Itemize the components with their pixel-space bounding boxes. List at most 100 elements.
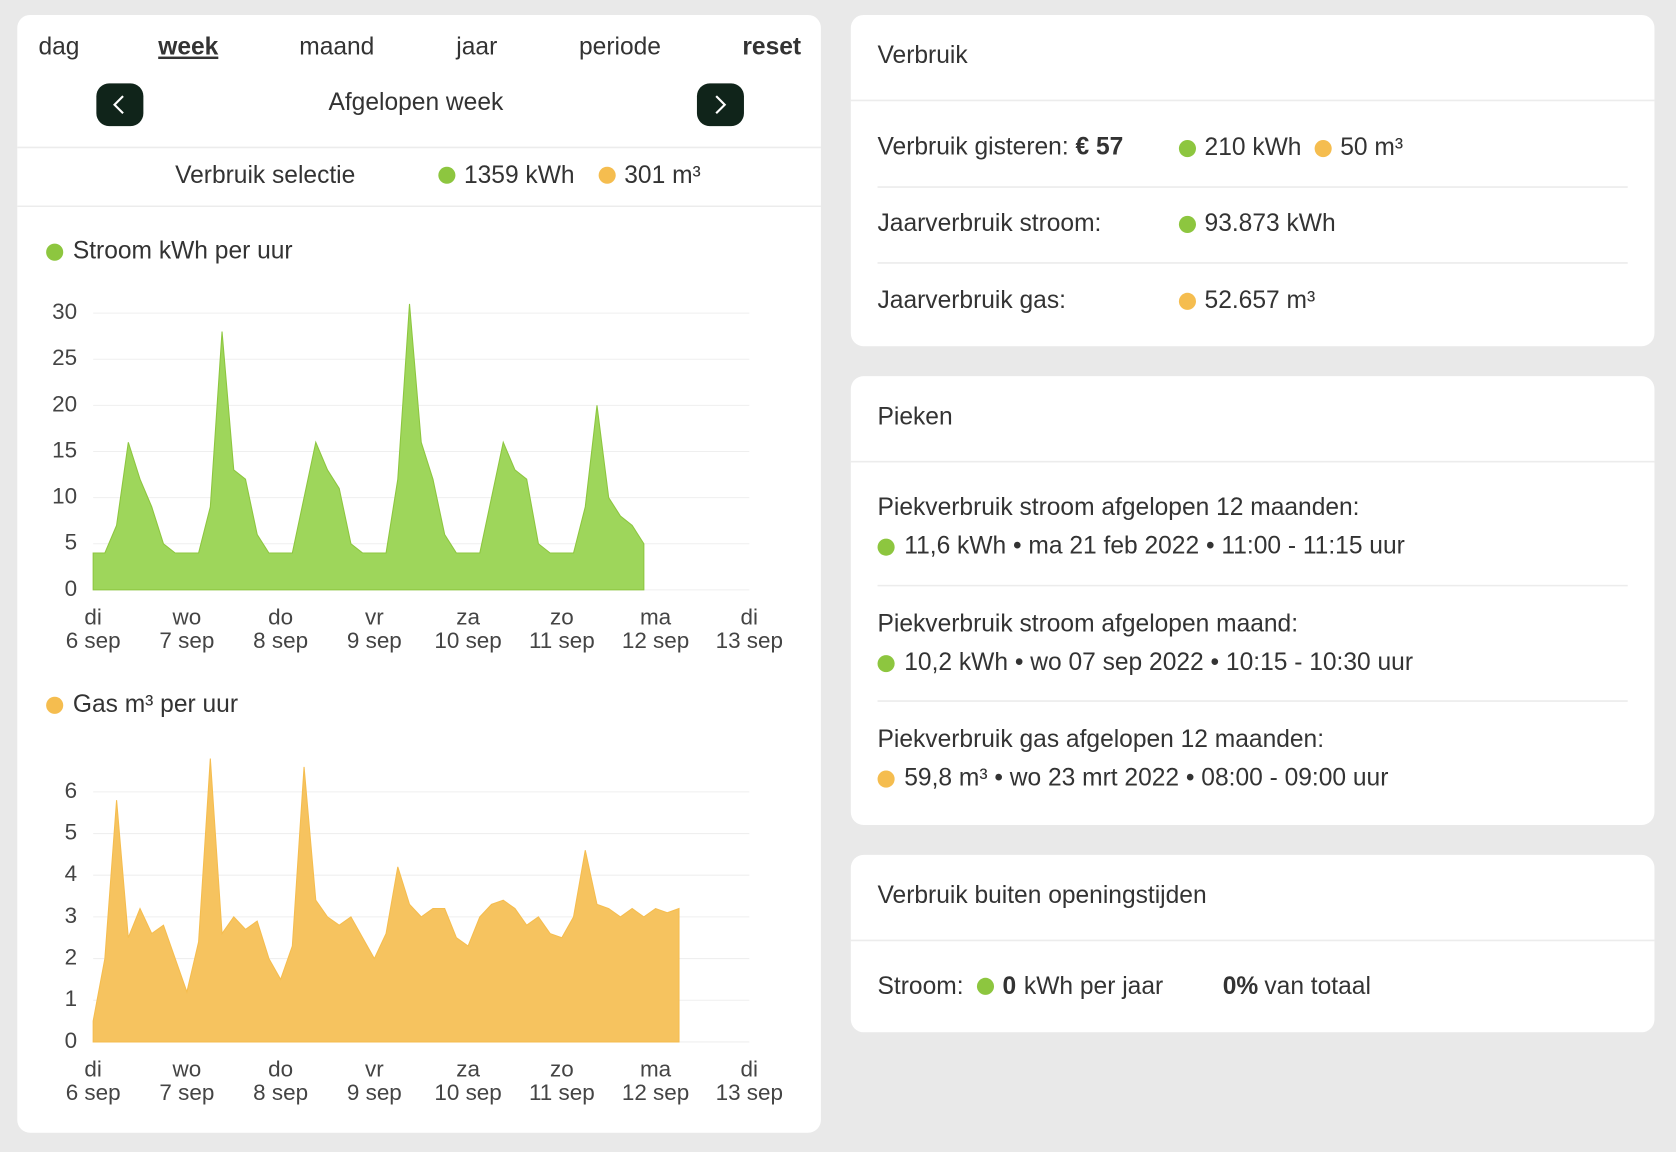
x-tick-label: 11 sep (529, 628, 595, 653)
x-tick-label: 10 sep (434, 628, 501, 653)
x-tick-label: di (84, 1057, 101, 1082)
legend-dot (46, 696, 64, 714)
x-tick-label: 11 sep (529, 1080, 595, 1105)
x-tick-label: ma (640, 1057, 672, 1082)
x-tick-label: 7 sep (159, 628, 214, 653)
x-tick-label: wo (172, 1057, 202, 1082)
prev-button[interactable] (96, 83, 144, 127)
stroom-dot (877, 538, 895, 556)
x-tick-label: di (84, 605, 101, 630)
tabs: dag week maand jaar periode (38, 34, 661, 61)
y-tick-label: 4 (65, 861, 77, 886)
next-button[interactable] (696, 83, 744, 127)
stroom-dot (877, 655, 895, 673)
y-tick-label: 2 (65, 944, 77, 969)
x-tick-label: za (456, 1057, 480, 1082)
y-tick-label: 1 (65, 986, 77, 1011)
x-tick-label: za (456, 605, 480, 630)
selection-stroom: 1359 kWh (464, 162, 575, 189)
row-unit: kWh per jaar (1024, 973, 1163, 1000)
peak-value: 10,2 kWh • wo 07 sep 2022 • 10:15 - 10:3… (904, 649, 1413, 676)
x-tick-label: wo (172, 605, 202, 630)
y-tick-label: 15 (52, 437, 77, 462)
area (92, 758, 680, 1043)
y-tick-label: 20 (52, 391, 77, 416)
x-tick-label: 13 sep (716, 628, 783, 653)
y-tick-label: 5 (65, 819, 77, 844)
area (92, 303, 645, 591)
y-tick-label: 10 (52, 484, 77, 509)
selection-label: Verbruik selectie (175, 162, 355, 189)
chart-title: Stroom kWh per uur (73, 238, 293, 265)
x-tick-label: ma (640, 605, 672, 630)
x-tick-label: 6 sep (66, 1080, 121, 1105)
peak-value: 11,6 kWh • ma 21 feb 2022 • 11:00 - 11:1… (904, 533, 1405, 560)
tab[interactable]: jaar (455, 34, 497, 61)
x-tick-label: zo (550, 1057, 574, 1082)
x-tick-label: 9 sep (347, 628, 402, 653)
row-value: 93.873 kWh (1205, 210, 1336, 237)
card-title: Verbruik buiten openingstijden (878, 882, 1207, 909)
peak-label: Piekverbruik gas afgelopen 12 maanden: (878, 726, 1325, 753)
row-label: Verbruik gisteren: € 57 (878, 134, 1124, 161)
stroom-dot (1178, 215, 1196, 233)
row-unit: van totaal (1264, 973, 1371, 1000)
row-label: Stroom: (878, 973, 964, 1000)
peak-label: Piekverbruik stroom afgelopen 12 maanden… (878, 494, 1360, 521)
x-tick-label: vr (365, 605, 384, 630)
x-tick-label: vr (365, 1057, 384, 1082)
tab[interactable]: periode (579, 34, 661, 61)
gas-dot (598, 166, 616, 184)
x-tick-label: 10 sep (434, 1080, 501, 1105)
gas-dot (1314, 139, 1332, 158)
chart-title: Gas m³ per uur (73, 691, 238, 718)
tab[interactable]: dag (38, 34, 79, 61)
x-tick-label: 6 sep (66, 628, 121, 653)
prev-icon (113, 95, 124, 115)
card-title: Verbruik (878, 42, 969, 69)
next-icon (715, 95, 727, 115)
y-tick-label: 0 (65, 576, 77, 601)
row-value: 0% (1223, 973, 1259, 1000)
row-label: Jaarverbruik stroom: (878, 210, 1102, 237)
y-tick-label: 30 (52, 299, 77, 324)
x-tick-label: 12 sep (622, 628, 689, 653)
x-tick-label: 8 sep (253, 1080, 308, 1105)
tab[interactable]: maand (299, 34, 374, 61)
row-value: 52.657 m³ (1205, 287, 1316, 314)
period-label: Afgelopen week (328, 89, 504, 116)
gas-dot (1178, 292, 1196, 310)
x-tick-label: do (268, 1057, 293, 1082)
y-tick-label: 3 (65, 903, 77, 928)
row-label: Jaarverbruik gas: (878, 287, 1066, 314)
legend-dot (46, 243, 64, 261)
y-tick-label: 5 (65, 530, 77, 555)
row-value: 50 m³ (1340, 134, 1403, 161)
buiten-card (850, 854, 1655, 1033)
peak-label: Piekverbruik stroom afgelopen maand: (878, 611, 1299, 638)
gas-dot (877, 770, 895, 788)
stroom-dot (1178, 139, 1196, 158)
x-tick-label: 9 sep (347, 1080, 402, 1105)
stroom-dot (976, 977, 995, 995)
x-tick-label: 13 sep (716, 1080, 783, 1105)
y-tick-label: 6 (65, 778, 77, 803)
row-value: 210 kWh (1205, 134, 1302, 161)
x-tick-label: di (741, 1057, 758, 1082)
reset-button[interactable]: reset (742, 34, 801, 61)
pieken-card (850, 376, 1655, 825)
x-tick-label: do (268, 605, 293, 630)
tab[interactable]: week (157, 34, 218, 61)
x-tick-label: 7 sep (159, 1080, 214, 1105)
y-tick-label: 0 (65, 1028, 77, 1053)
x-tick-label: di (741, 605, 758, 630)
peak-value: 59,8 m³ • wo 23 mrt 2022 • 08:00 - 09:00… (904, 765, 1388, 792)
row-value: 0 (1003, 973, 1017, 1000)
x-tick-label: 12 sep (622, 1080, 689, 1105)
y-tick-label: 25 (52, 345, 77, 370)
card-title: Pieken (878, 403, 953, 430)
selection-gas: 301 m³ (624, 162, 700, 189)
